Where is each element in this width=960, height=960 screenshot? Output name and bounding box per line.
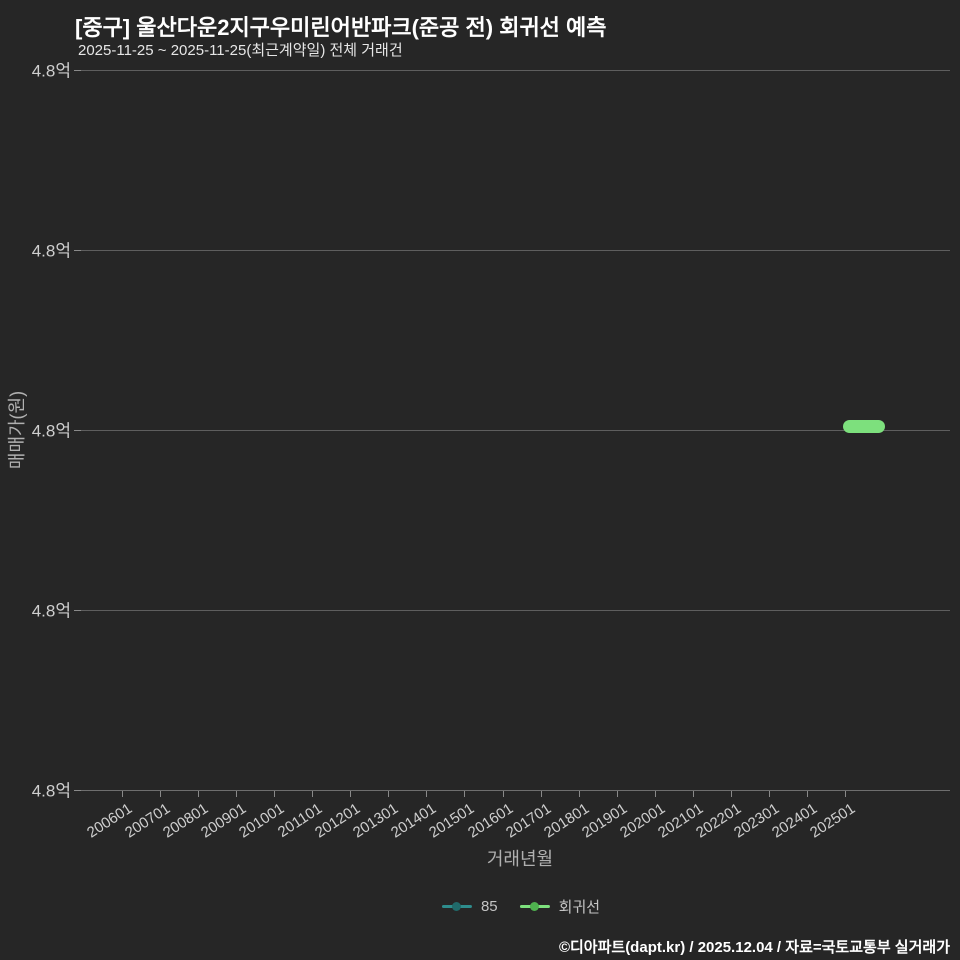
x-tick-mark (198, 791, 199, 797)
x-tick-mark (617, 791, 618, 797)
x-tick-mark (160, 791, 161, 797)
x-tick-mark (579, 791, 580, 797)
y-tick-label: 4.8억 (31, 61, 71, 81)
y-tick-label: 4.8억 (31, 781, 71, 801)
x-tick-mark (464, 791, 465, 797)
legend: 85 회귀선 (441, 896, 601, 917)
legend-label: 85 (480, 898, 498, 915)
x-axis-baseline (78, 790, 950, 791)
x-tick-mark (503, 791, 504, 797)
x-tick-mark (769, 791, 770, 797)
x-tick-mark (541, 791, 542, 797)
x-tick-mark (274, 791, 275, 797)
y-tick-mark (74, 610, 81, 611)
y-tick-mark (74, 250, 81, 251)
y-tick-label: 4.8억 (31, 601, 71, 621)
x-tick-mark (312, 791, 313, 797)
gridline (78, 610, 950, 611)
chart-subtitle: 2025-11-25 ~ 2025-11-25(최근계약일) 전체 거래건 (78, 42, 403, 59)
chart-footer-credit: ©디아파트(dapt.kr) / 2025.12.04 / 자료=국토교통부 실… (558, 939, 950, 956)
y-axis-title: 매매가(원) (7, 390, 27, 470)
y-tick-label: 4.8억 (31, 421, 71, 441)
x-tick-mark (731, 791, 732, 797)
y-tick-mark (74, 70, 81, 71)
legend-marker-icon (441, 902, 472, 911)
legend-dot-glyph (529, 902, 539, 911)
x-tick-mark (426, 791, 427, 797)
legend-label: 회귀선 (558, 899, 601, 916)
x-tick-mark (122, 791, 123, 797)
x-tick-mark (693, 791, 694, 797)
x-tick-mark (655, 791, 656, 797)
legend-item-series85[interactable]: 85 (441, 898, 498, 915)
legend-item-regression[interactable]: 회귀선 (519, 896, 601, 917)
legend-dot-glyph (451, 902, 461, 911)
gridline (78, 250, 950, 251)
y-tick-mark (74, 430, 81, 431)
gridline (78, 430, 950, 431)
y-tick-label: 4.8억 (31, 241, 71, 261)
chart-title: [중구] 울산다운2지구우미린어반파크(준공 전) 회귀선 예측 (75, 15, 607, 40)
regression-line-segment (843, 420, 885, 433)
gridline (78, 70, 950, 71)
x-tick-mark (236, 791, 237, 797)
legend-marker-icon (519, 902, 550, 911)
x-tick-mark (845, 791, 846, 797)
x-axis-title: 거래년월 (486, 849, 554, 869)
x-tick-mark (388, 791, 389, 797)
x-tick-mark (807, 791, 808, 797)
x-tick-mark (350, 791, 351, 797)
y-tick-mark (74, 790, 81, 791)
